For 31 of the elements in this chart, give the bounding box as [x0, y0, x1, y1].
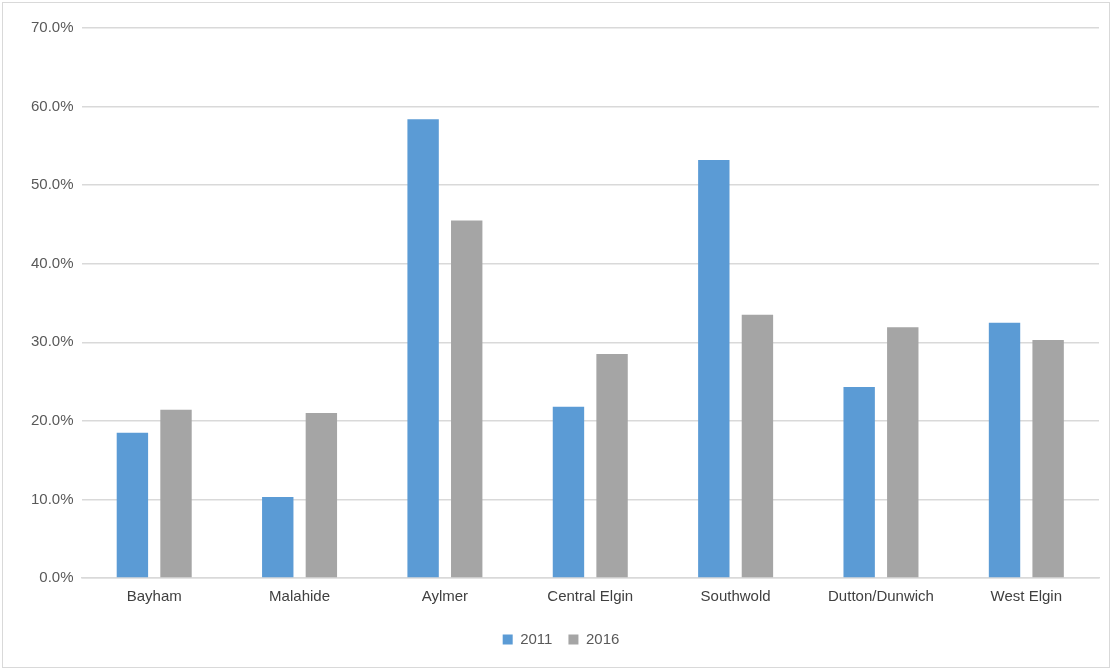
bar	[552, 406, 585, 578]
bar	[451, 220, 483, 578]
bar	[698, 160, 730, 578]
y-tick-label: 40.0%	[30, 253, 74, 271]
bar	[596, 354, 628, 578]
legend-label: 2011	[520, 629, 553, 647]
bar	[160, 409, 192, 578]
y-tick-label: 10.0%	[30, 489, 74, 507]
bar	[1032, 339, 1064, 578]
x-tick-label: West Elgin	[990, 587, 1063, 605]
bar	[305, 413, 338, 578]
x-tick-label: Dutton/Dunwich	[828, 587, 934, 605]
bar	[988, 322, 1021, 578]
bar	[407, 119, 439, 578]
bar	[262, 497, 294, 578]
y-tick-label: 30.0%	[30, 332, 74, 350]
bar	[843, 387, 875, 578]
x-tick-label: Malahide	[269, 587, 330, 605]
y-tick-label: 60.0%	[30, 96, 74, 114]
x-tick-label: Bayham	[126, 587, 182, 605]
y-tick-label: 0.0%	[39, 568, 74, 586]
x-tick-label: Central Elgin	[547, 587, 634, 605]
x-tick-label: Aylmer	[421, 587, 469, 605]
y-tick-label: 70.0%	[30, 18, 74, 36]
bar	[116, 432, 149, 578]
x-tick-label: Southwold	[700, 587, 771, 605]
y-tick-label: 50.0%	[30, 175, 74, 193]
y-tick-label: 20.0%	[30, 411, 74, 428]
legend-label: 2016	[585, 629, 620, 647]
bar	[741, 314, 774, 578]
bar	[887, 327, 919, 578]
